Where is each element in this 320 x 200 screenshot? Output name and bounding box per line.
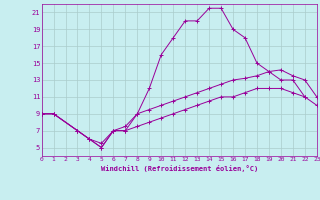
X-axis label: Windchill (Refroidissement éolien,°C): Windchill (Refroidissement éolien,°C) [100,165,258,172]
